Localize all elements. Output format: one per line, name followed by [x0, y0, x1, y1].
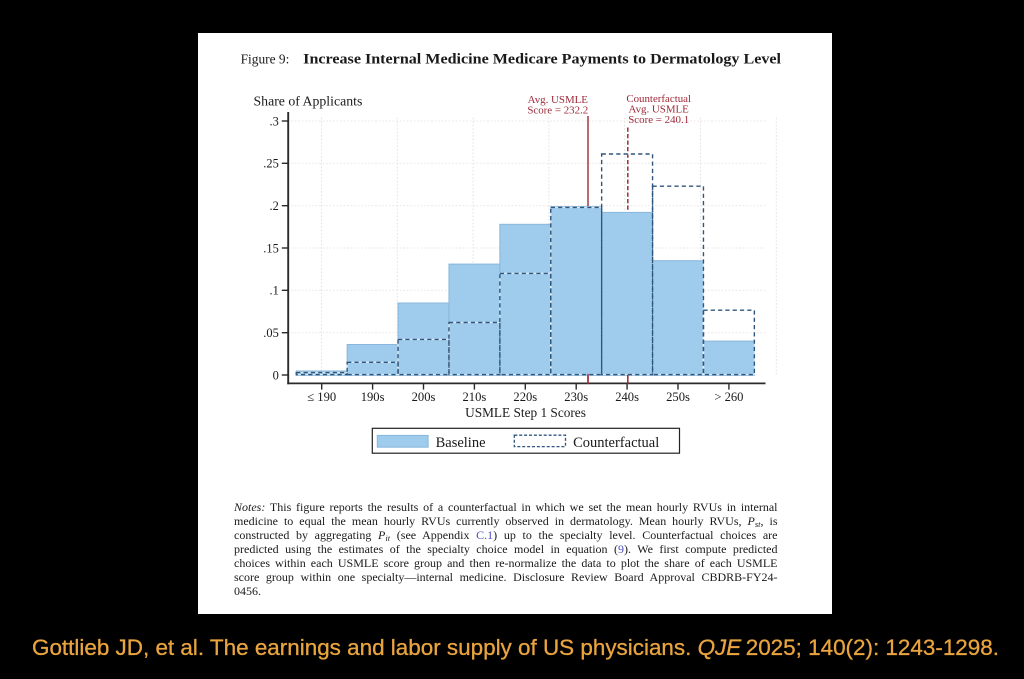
svg-text:.2: .2: [270, 199, 279, 213]
svg-text:.3: .3: [270, 114, 279, 128]
svg-text:0: 0: [273, 368, 279, 382]
svg-text:220s: 220s: [513, 390, 537, 404]
svg-text:230s: 230s: [564, 390, 588, 404]
svg-text:≤ 190: ≤ 190: [307, 390, 336, 404]
svg-text:250s: 250s: [666, 390, 690, 404]
svg-text:.25: .25: [263, 157, 279, 171]
svg-text:> 260: > 260: [714, 390, 743, 404]
svg-text:Baseline: Baseline: [436, 435, 486, 451]
svg-text:USMLE Step 1 Scores: USMLE Step 1 Scores: [465, 405, 586, 420]
svg-text:.15: .15: [263, 241, 279, 255]
svg-text:Increase Internal Medicine Med: Increase Internal Medicine Medicare Paym…: [303, 52, 781, 68]
svg-text:Share of Applicants: Share of Applicants: [254, 94, 363, 109]
svg-text:.1: .1: [270, 284, 279, 298]
svg-text:240s: 240s: [615, 390, 639, 404]
svg-text:210s: 210s: [463, 390, 487, 404]
svg-text:Figure 9:: Figure 9:: [241, 52, 290, 67]
svg-text:Score = 240.1: Score = 240.1: [628, 114, 689, 126]
svg-text:Avg. USMLE: Avg. USMLE: [528, 94, 589, 106]
svg-text:Counterfactual: Counterfactual: [573, 435, 659, 451]
svg-text:.05: .05: [263, 326, 279, 340]
svg-text:Avg. USMLE: Avg. USMLE: [629, 104, 690, 116]
svg-text:190s: 190s: [361, 390, 385, 404]
svg-text:Counterfactual: Counterfactual: [626, 93, 691, 105]
svg-text:200s: 200s: [412, 390, 436, 404]
svg-text:Score = 232.2: Score = 232.2: [527, 105, 588, 117]
